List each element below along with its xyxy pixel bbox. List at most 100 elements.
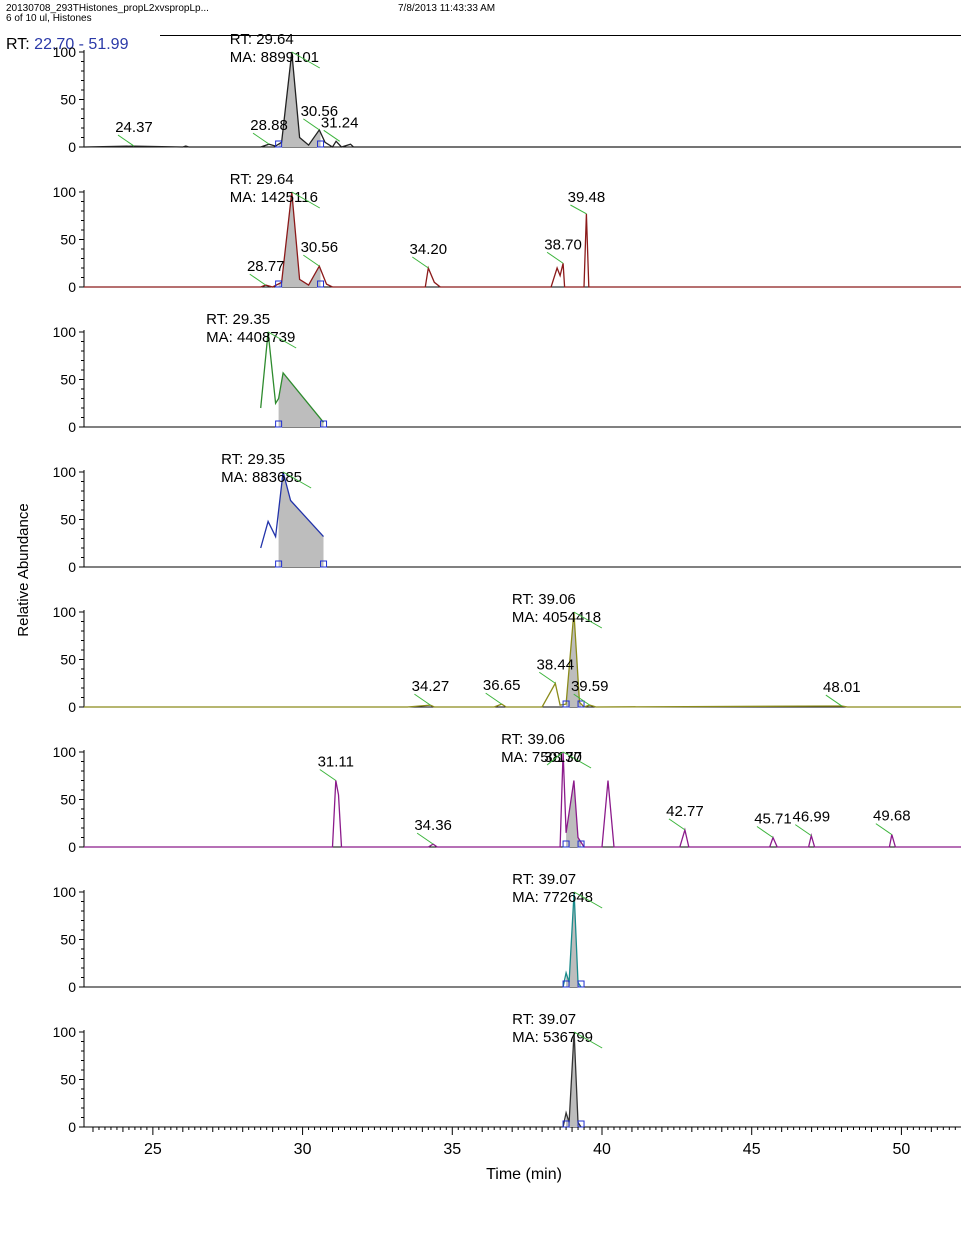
peak-boundary-marker [562,840,570,848]
peak-rt-label: 28.88 [250,117,288,134]
y-tick-label: 100 [53,744,77,760]
y-tick-label: 50 [60,932,76,948]
y-tick-label: 0 [68,279,76,295]
peak-boundary-marker [275,280,283,288]
main-peak-leader-line [573,891,603,909]
peak-boundary-marker [562,980,570,988]
peak-leader-line [249,273,267,286]
rt-range-value: 22.70 - 51.99 [34,36,129,53]
peak-boundary-marker [275,560,283,568]
y-tick-label: 100 [53,44,77,60]
integrated-peak-area [278,372,324,427]
peak-rt-label: 38.44 [537,656,575,673]
peak-rt-label: 45.71 [754,811,792,828]
main-peak-leader-line [291,51,321,69]
main-peak-ma-label: MA: 4408739 [206,329,295,346]
peak-boundary-marker [577,700,585,708]
peak-rt-label: 38.70 [544,749,582,766]
peak-boundary-marker [577,1120,585,1128]
chromatogram-trace [84,751,961,848]
chromatogram-trace [83,51,961,148]
peak-rt-label: 39.48 [568,189,606,206]
peak-rt-label: 31.11 [318,754,354,771]
main-peak-rt-label: RT: 29.35 [221,451,285,468]
main-peak-rt-label: RT: 39.06 [501,731,565,748]
peak-boundary-marker [275,140,283,148]
peak-boundary-marker [320,420,328,428]
main-peak-rt-label: RT: 29.35 [206,311,270,328]
peak-rt-label: 39.59 [571,678,609,695]
peak-leader-line [414,693,431,706]
peak-boundary-marker [317,280,325,288]
y-tick-label: 0 [68,1119,76,1135]
peak-rt-label: 38.70 [544,236,582,253]
y-tick-label: 50 [60,652,76,668]
main-peak-ma-label: MA: 536799 [512,1029,593,1046]
rt-range-prefix: RT: [6,36,30,53]
y-tick-label: 100 [53,464,77,480]
y-tick-label: 50 [60,512,76,528]
acquisition-timestamp: 7/8/2013 11:43:33 AM [398,3,496,14]
y-tick-label: 50 [60,232,76,248]
x-tick-label: 40 [593,1141,611,1158]
integrated-peak-area [566,892,581,987]
x-tick-label: 50 [893,1141,911,1158]
peak-leader-line [570,204,587,215]
main-peak-leader-line [573,1031,603,1049]
peak-leader-line [323,129,340,142]
y-tick-label: 0 [68,139,76,155]
peak-rt-label: 46.99 [793,809,831,826]
chromatogram-trace [84,611,961,708]
peak-rt-label: 30.56 [301,239,339,256]
y-tick-label: 0 [68,979,76,995]
peak-rt-label: 34.20 [410,241,448,258]
sample-description: 6 of 10 ul, Histones [6,13,92,24]
peak-leader-line [546,251,564,264]
main-peak-leader-line [267,331,297,349]
peak-boundary-marker [317,140,325,148]
integrated-peak-area [278,472,324,567]
y-axis-title: Relative Abundance [15,503,32,636]
peak-rt-label: 34.36 [414,817,452,834]
main-peak-rt-label: RT: 29.64 [230,31,294,48]
main-peak-ma-label: MA: 4054418 [512,609,601,626]
peak-boundary-marker [275,420,283,428]
integrated-peak-area [566,612,581,707]
main-peak-ma-label: MA: 772648 [512,889,593,906]
header-rule [160,35,961,36]
peak-leader-line [546,751,564,766]
peak-leader-line [825,694,843,707]
integrated-peak-area [278,192,321,287]
chromatogram-trace [84,191,961,288]
peak-rt-label: 42.77 [666,803,704,820]
y-tick-label: 100 [53,324,77,340]
y-tick-label: 0 [68,699,76,715]
main-peak-leader-line [573,611,603,629]
peak-leader-line [303,118,320,131]
peak-leader-line [303,254,320,267]
peak-rt-label: 36.65 [483,677,521,694]
y-tick-label: 50 [60,92,76,108]
file-name: 20130708_293THistones_propL2xvspropLp... [6,3,209,14]
main-peak-rt-label: RT: 29.64 [230,171,294,188]
peak-rt-label: 49.68 [873,808,911,825]
y-tick-label: 100 [53,884,77,900]
y-tick-label: 100 [53,1024,77,1040]
peak-rt-label: 24.37 [115,119,153,136]
y-tick-label: 50 [60,1072,76,1088]
main-peak-rt-label: RT: 39.06 [512,591,576,608]
peak-boundary-marker [320,560,328,568]
peak-leader-line [539,671,556,684]
main-peak-rt-label: RT: 39.07 [512,871,576,888]
peak-rt-label: 30.56 [301,103,339,120]
integrated-peak-area [566,1032,581,1127]
peak-boundary-marker [577,840,585,848]
y-tick-label: 0 [68,559,76,575]
peak-leader-line [117,134,135,147]
peak-rt-label: 28.77 [247,258,285,275]
peak-leader-line [319,769,337,781]
x-tick-label: 45 [743,1141,761,1158]
peak-leader-line [252,132,270,145]
main-peak-leader-line [562,751,592,769]
